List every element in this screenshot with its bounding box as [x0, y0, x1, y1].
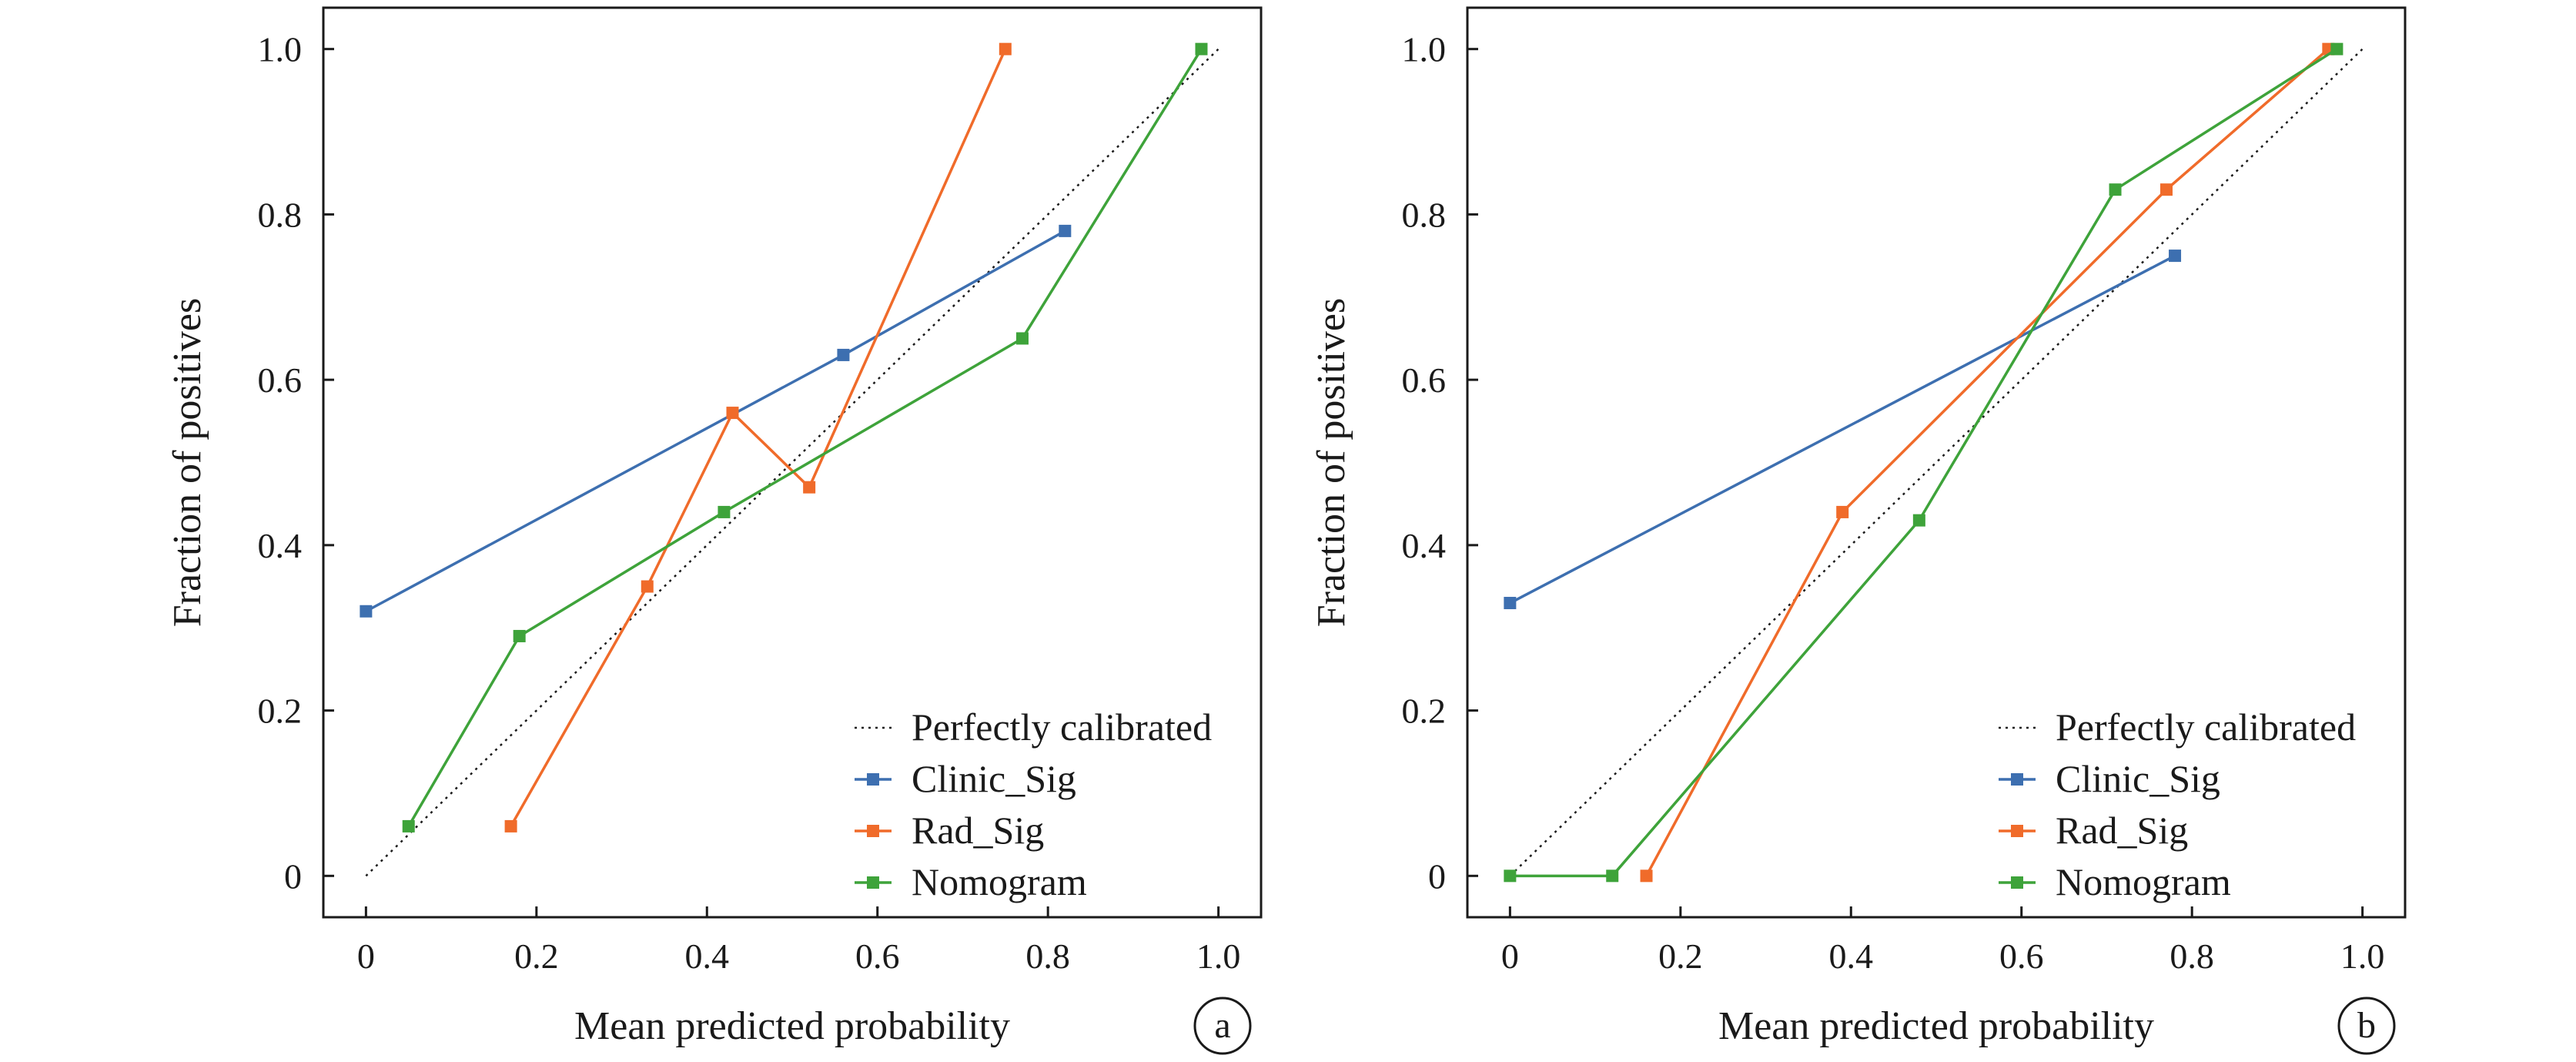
data-point-rad-sig — [641, 580, 654, 593]
y-tick-label: 0.4 — [1402, 526, 1447, 565]
data-point-nomogram — [513, 629, 526, 642]
data-point-rad-sig — [803, 481, 816, 494]
series-line-nomogram — [1510, 48, 2338, 878]
legend-marker-clinic-sig — [867, 773, 879, 786]
y-tick-label: 0.2 — [1402, 692, 1447, 731]
data-point-nomogram — [1912, 514, 1925, 527]
data-point-nomogram — [1195, 42, 1208, 55]
perfectly-calibrated-line — [1509, 48, 2364, 877]
chart-panel-b: 0 0.2 0.4 0.6 0.8 1.0 0 0.2 0.4 0.6 0.8 1.0 Mean pre… — [1310, 6, 2407, 1055]
x-axis-title: Mean predicted probability — [1718, 1004, 2154, 1048]
panel-label-circle — [2337, 997, 2396, 1055]
panel-label: b — [2357, 1005, 2376, 1046]
y-tick-label: 0.8 — [1402, 195, 1447, 234]
x-tick-label: 0 — [1501, 936, 1519, 976]
y-tick-label: 1.0 — [1402, 30, 1447, 69]
panel-label: a — [1214, 1005, 1230, 1046]
data-point-nomogram — [2109, 183, 2122, 196]
data-point-rad-sig — [726, 407, 739, 420]
legend-marker-rad-sig — [2011, 825, 2023, 837]
data-point-clinic-sig — [837, 348, 850, 361]
data-point-nomogram — [1015, 332, 1029, 345]
data-point-rad-sig — [1640, 869, 1653, 883]
legend-label-rad-sig: Rad_Sig — [912, 809, 1044, 852]
x-tick-label: 0.2 — [514, 936, 559, 976]
legend-label-rad-sig: Rad_Sig — [2056, 809, 2188, 852]
x-tick-label: 0.6 — [1999, 936, 2044, 976]
y-tick-label: 0 — [284, 856, 302, 896]
data-point-rad-sig — [1836, 505, 1849, 518]
data-point-nomogram — [2330, 42, 2343, 55]
x-tick-label: 0.8 — [1025, 936, 1070, 976]
legend-label-reference: Perfectly calibrated — [912, 705, 1212, 749]
y-tick-label: 0 — [1428, 856, 1446, 896]
x-tick-label: 0.6 — [855, 936, 900, 976]
series-line-clinic-sig — [1509, 254, 2176, 605]
data-point-nomogram — [1504, 869, 1517, 883]
y-axis-title: Fraction of positives — [1310, 298, 1353, 628]
data-point-nomogram — [1606, 869, 1619, 883]
legend-marker-nomogram — [867, 876, 879, 889]
y-axis-title: Fraction of positives — [166, 298, 209, 628]
data-point-nomogram — [718, 505, 731, 518]
x-axis-title: Mean predicted probability — [574, 1004, 1010, 1048]
x-tick-label: 0 — [357, 936, 375, 976]
data-point-nomogram — [402, 819, 415, 833]
x-tick-label: 0.4 — [1829, 936, 1874, 976]
data-point-clinic-sig — [360, 605, 373, 618]
y-tick-label: 0.6 — [1402, 360, 1447, 400]
y-tick-label: 0.2 — [258, 692, 303, 731]
data-point-rad-sig — [504, 819, 517, 833]
data-point-clinic-sig — [2169, 250, 2182, 263]
legend-label-clinic-sig: Clinic_Sig — [912, 757, 1076, 800]
series-line-rad-sig — [1644, 48, 2330, 877]
legend-marker-rad-sig — [867, 825, 879, 837]
y-tick-label: 0.6 — [258, 360, 303, 400]
y-tick-label: 0.8 — [258, 195, 303, 234]
panel-label-circle — [1193, 997, 1252, 1055]
legend-label-clinic-sig: Clinic_Sig — [2056, 757, 2220, 800]
perfectly-calibrated-line — [365, 48, 1219, 877]
x-tick-label: 1.0 — [1196, 936, 1241, 976]
plot-frame — [322, 6, 1263, 919]
x-tick-label: 0.2 — [1658, 936, 1703, 976]
data-point-rad-sig — [999, 42, 1012, 55]
y-tick-label: 0.4 — [258, 526, 303, 565]
legend-label-nomogram: Nomogram — [2056, 860, 2231, 903]
x-tick-label: 0.8 — [2170, 936, 2214, 976]
y-tick-label: 1.0 — [258, 30, 303, 69]
x-tick-label: 1.0 — [2340, 936, 2385, 976]
x-tick-label: 0.4 — [685, 936, 730, 976]
legend-marker-clinic-sig — [2011, 773, 2023, 786]
data-point-clinic-sig — [1059, 224, 1072, 237]
chart-panel-a: 0 0.2 0.4 0.6 0.8 1.0 0 0.2 0.4 0.6 0.8 1.0 Mean pre… — [166, 6, 1263, 1055]
data-point-clinic-sig — [1504, 597, 1517, 610]
legend-label-nomogram: Nomogram — [912, 860, 1087, 903]
legend-marker-nomogram — [2011, 876, 2023, 889]
plot-frame — [1466, 6, 2407, 919]
series-line-clinic-sig — [365, 229, 1066, 613]
legend-label-reference: Perfectly calibrated — [2056, 705, 2356, 749]
data-point-rad-sig — [2159, 183, 2173, 196]
